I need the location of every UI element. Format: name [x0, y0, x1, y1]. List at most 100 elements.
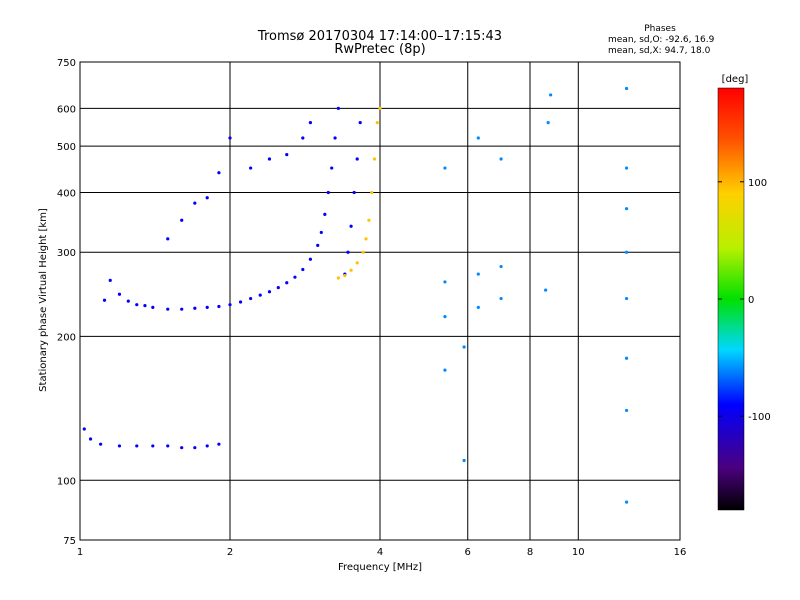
- data-point: [217, 442, 221, 446]
- data-point: [267, 157, 272, 161]
- data-point: [308, 257, 313, 261]
- colorbar: [718, 88, 744, 510]
- data-point: [151, 305, 155, 309]
- colorbar-tick-label: -100: [748, 412, 771, 423]
- data-points: [82, 86, 629, 504]
- data-point: [624, 250, 629, 254]
- data-point: [358, 121, 362, 125]
- legend-line-x: mean, sd,X: 94.7, 18.0: [608, 46, 711, 56]
- colorbar-ticks: 100 0 -100: [718, 178, 771, 423]
- data-point: [370, 190, 374, 195]
- data-point: [193, 201, 197, 205]
- y-tick-label: 750: [57, 58, 76, 69]
- data-point: [102, 298, 107, 302]
- data-point: [443, 315, 447, 319]
- data-point: [166, 237, 170, 241]
- x-tick-label: 4: [377, 547, 383, 558]
- data-point: [285, 281, 289, 285]
- data-point: [301, 267, 305, 272]
- data-point: [352, 190, 356, 195]
- data-point: [462, 345, 466, 349]
- data-point: [108, 278, 112, 282]
- data-point: [193, 306, 197, 310]
- data-point: [276, 285, 280, 290]
- trace-o-trace-f-layer-second-hop: [343, 121, 362, 276]
- x-tick-label: 10: [572, 547, 585, 558]
- legend-line-o: mean, sd,O: -92.6, 16.9: [608, 35, 715, 45]
- y-axis-label: Stationary phase Virtual Height [km]: [38, 208, 49, 392]
- y-tick-label: 600: [57, 104, 76, 115]
- data-point: [343, 274, 347, 278]
- data-point: [443, 166, 447, 170]
- trace-o-trace-f-layer: [102, 106, 340, 311]
- colorbar-tick-label: 0: [748, 295, 754, 306]
- data-point: [238, 300, 243, 304]
- trace-o-trace-e-layer: [82, 427, 221, 450]
- trace-o-trace-low-frequency-branch: [166, 121, 313, 241]
- data-point: [205, 444, 209, 448]
- data-point: [546, 121, 550, 125]
- data-point: [193, 446, 197, 450]
- data-point: [336, 106, 340, 110]
- x-tick-label: 1: [77, 547, 83, 558]
- grid-lines: [80, 62, 680, 540]
- data-point: [301, 136, 305, 140]
- data-point: [143, 303, 147, 308]
- y-tick-label: 75: [63, 536, 76, 547]
- data-point: [336, 276, 340, 280]
- data-point: [316, 243, 320, 248]
- data-point: [228, 303, 232, 307]
- data-point: [624, 296, 629, 301]
- data-point: [443, 280, 447, 284]
- data-point: [375, 121, 379, 125]
- data-point: [267, 290, 272, 294]
- data-point: [205, 305, 209, 309]
- data-point: [117, 444, 122, 448]
- colorbar-label: [deg]: [722, 74, 749, 85]
- data-point: [249, 166, 253, 170]
- data-point: [82, 427, 86, 431]
- y-tick-label: 200: [57, 332, 76, 343]
- data-point: [349, 268, 353, 272]
- x-tick-label: 6: [465, 547, 471, 558]
- x-axis-label: Frequency [MHz]: [338, 562, 422, 573]
- data-point: [217, 171, 221, 175]
- colorbar-tick-label: 100: [748, 178, 767, 189]
- data-point: [126, 299, 130, 303]
- data-point: [319, 230, 323, 235]
- data-point: [476, 272, 480, 276]
- data-point: [367, 218, 371, 222]
- data-point: [355, 261, 359, 265]
- data-point: [166, 307, 170, 311]
- data-point: [624, 500, 629, 504]
- data-point: [88, 437, 93, 441]
- data-point: [333, 136, 337, 140]
- data-point: [349, 224, 353, 228]
- trace-x-trace-f-layer: [336, 106, 382, 280]
- axis-ticks: 1 2 4 6 8 10 16 75 100 200 300 400 500 600 750: [57, 58, 686, 558]
- data-point: [249, 296, 253, 301]
- trace-scattered-points: [443, 86, 629, 504]
- x-tick-label: 16: [674, 547, 687, 558]
- y-tick-label: 400: [57, 188, 76, 199]
- chart-title: Tromsø 20170304 17:14:00–17:15:43: [257, 29, 502, 44]
- data-point: [624, 166, 629, 170]
- data-point: [180, 446, 184, 450]
- y-tick-label: 300: [57, 248, 76, 259]
- data-point: [443, 368, 447, 372]
- x-tick-label: 8: [527, 547, 533, 558]
- data-point: [624, 86, 629, 91]
- chart-subtitle: RwPretec (8p): [334, 42, 425, 57]
- data-point: [180, 218, 184, 222]
- data-point: [544, 288, 548, 292]
- data-point: [346, 250, 350, 254]
- data-point: [364, 237, 368, 241]
- data-point: [285, 153, 289, 157]
- data-point: [217, 304, 221, 309]
- y-tick-label: 100: [57, 476, 76, 487]
- data-point: [330, 166, 334, 170]
- data-point: [499, 264, 503, 269]
- data-point: [499, 296, 503, 301]
- data-point: [308, 121, 313, 125]
